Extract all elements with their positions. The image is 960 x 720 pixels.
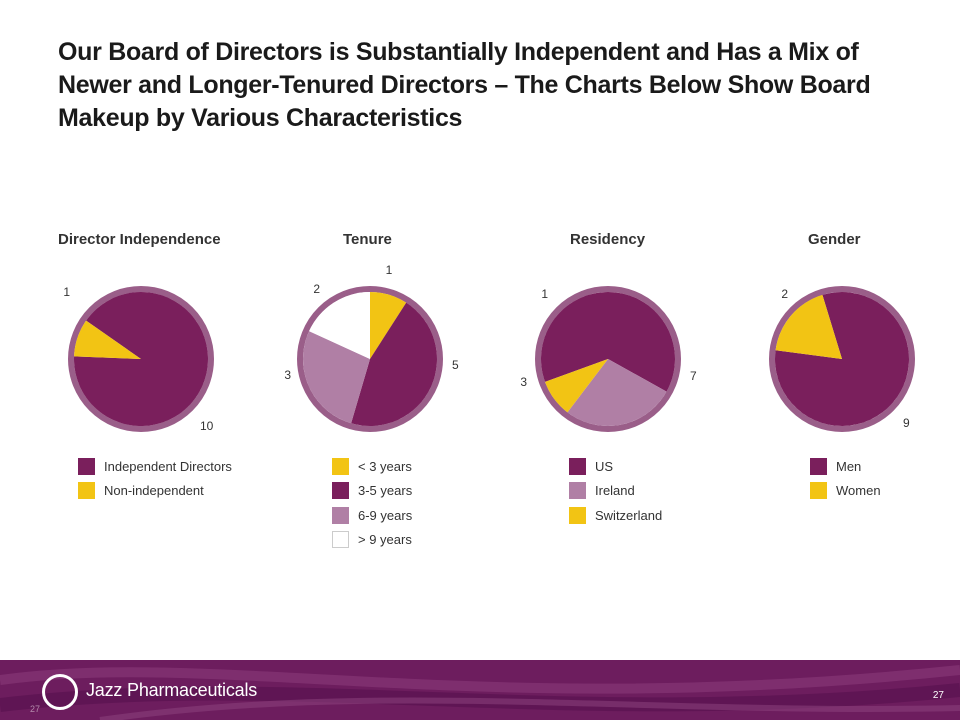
legend-swatch <box>569 457 586 475</box>
legend-swatch <box>810 482 827 500</box>
pie-value-label: 3 <box>520 375 527 389</box>
legend-swatch <box>569 506 586 524</box>
pie-chart-gender: 92 <box>769 286 915 432</box>
pie-rim <box>68 286 214 432</box>
pie-rim <box>769 286 915 432</box>
legend-label: Men <box>836 458 862 474</box>
legend-item: < 3 years <box>332 454 412 479</box>
legend-item: US <box>569 454 662 479</box>
slide-title-line-2: Newer and Longer-Tenured Directors – The… <box>58 71 871 99</box>
slide-title-line-1: Our Board of Directors is Substantially … <box>58 38 859 66</box>
pie-value-label: 1 <box>541 287 548 301</box>
legend-label: Ireland <box>595 483 635 499</box>
pie-value-label: 1 <box>63 285 70 299</box>
legend-label: Switzerland <box>595 507 663 523</box>
legend-item: 6-9 years <box>332 503 412 528</box>
pie-rim <box>535 286 681 432</box>
pie-value-label: 7 <box>690 369 697 383</box>
pie-slice <box>309 292 370 359</box>
legend-label: > 9 years <box>358 532 412 548</box>
legend-label: Women <box>836 483 881 499</box>
legend-item: 3-5 years <box>332 479 412 504</box>
jazz-logo-icon <box>42 674 78 710</box>
pie-slice <box>302 331 370 424</box>
legend-label: US <box>595 458 614 474</box>
chart-title-gender: Gender <box>808 231 861 248</box>
legend-residency: US Ireland Switzerland <box>569 454 662 528</box>
legend-item: Independent Directors <box>78 454 232 479</box>
pie-chart-independence: 10 1 <box>63 285 214 433</box>
legend-gender: Men Women <box>810 454 881 503</box>
legend-label: Independent Directors <box>104 458 232 474</box>
pie-value-label: 9 <box>903 416 910 430</box>
chart-title-independence: Director Independence <box>58 231 221 248</box>
legend-label: Non-independent <box>104 483 204 499</box>
page-number-faint: 27 <box>30 704 41 714</box>
footer-wave-decoration <box>0 665 960 720</box>
legend-label: 3-5 years <box>358 483 413 499</box>
footer-bar: Jazz Pharmaceuticals 27 27 <box>0 660 960 720</box>
pie-value-label: 3 <box>284 368 291 382</box>
pie-slice <box>567 359 667 427</box>
legend-label: < 3 years <box>358 458 412 474</box>
legend-tenure: < 3 years 3-5 years 6-9 years > 9 years <box>332 454 412 552</box>
legend-swatch <box>810 457 827 475</box>
pie-slice <box>545 359 608 413</box>
pie-value-label: 1 <box>386 263 393 277</box>
pie-rim <box>297 286 443 432</box>
legend-swatch <box>569 482 586 500</box>
legend-item: Men <box>810 454 881 479</box>
chart-title-tenure: Tenure <box>343 231 392 248</box>
legend-item: Ireland <box>569 479 662 504</box>
pie-slice <box>74 320 141 359</box>
page-number: 27 <box>932 690 944 701</box>
slide-title-line-3: Makeup by Various Characteristics <box>58 104 463 132</box>
pie-slice <box>351 302 437 427</box>
legend-swatch <box>78 482 95 500</box>
pie-slice <box>370 292 407 359</box>
legend-swatch <box>332 457 349 475</box>
pie-value-label: 2 <box>781 287 788 301</box>
legend-label: 6-9 years <box>358 507 413 523</box>
brand-name: Jazz Pharmaceuticals <box>86 680 258 700</box>
legend-item: > 9 years <box>332 528 412 553</box>
legend-item: Women <box>810 479 881 504</box>
legend-swatch <box>332 506 349 524</box>
legend-item: Switzerland <box>569 503 662 528</box>
slide-title: Our Board of Directors is Substantially … <box>58 36 918 135</box>
legend-swatch <box>332 531 349 549</box>
legend-swatch <box>78 457 95 475</box>
legend-swatch <box>332 482 349 500</box>
legend-independence: Independent Directors Non-independent <box>78 454 232 503</box>
pie-value-label: 10 <box>200 419 214 433</box>
pie-value-label: 2 <box>313 282 320 296</box>
chart-title-residency: Residency <box>570 231 646 248</box>
pie-value-label: 5 <box>452 358 459 372</box>
pie-slice <box>540 291 676 392</box>
pie-chart-residency: 7 3 1 <box>520 286 697 432</box>
legend-item: Non-independent <box>78 479 232 504</box>
pie-slice <box>775 294 842 359</box>
